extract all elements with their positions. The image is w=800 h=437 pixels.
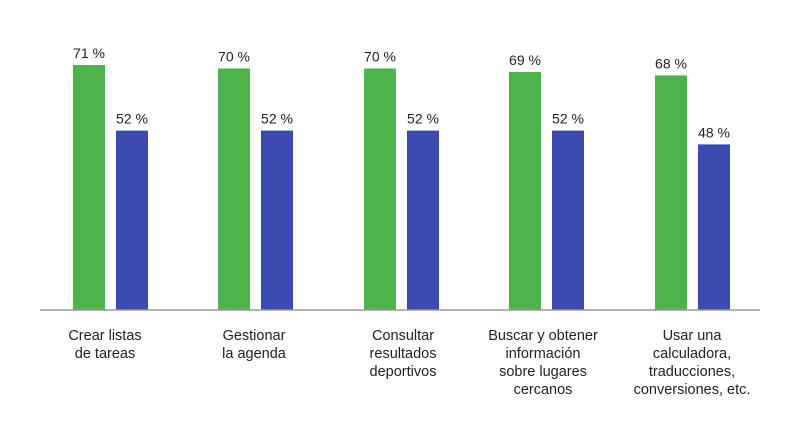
category-label-3: Consultar resultados deportivos — [370, 328, 437, 380]
data-label-series1-cat4: 69 % — [509, 52, 541, 68]
category-label-line: sobre lugares — [499, 364, 587, 380]
category-label-2: Gestionar la agenda — [222, 328, 287, 362]
category-label-line: la agenda — [222, 346, 287, 362]
category-label-line: Consultar — [372, 328, 434, 344]
data-label-series2-cat4: 52 % — [552, 111, 584, 127]
bar-series1-cat1 — [73, 65, 105, 310]
category-label-line: Crear listas — [68, 328, 141, 344]
category-label-line: resultados — [370, 346, 437, 362]
bar-series1-cat3 — [364, 68, 396, 310]
category-label-line: calculadora, — [653, 346, 731, 362]
category-label-line: información — [506, 346, 581, 362]
category-label-line: conversiones, etc. — [634, 382, 751, 398]
data-label-series2-cat1: 52 % — [116, 111, 148, 127]
category-label-line: traducciones, — [649, 364, 735, 380]
bar-series1-cat5 — [655, 75, 687, 311]
category-label-5: Usar una calculadora, traducciones, convers… — [634, 328, 751, 398]
category-label-line: cercanos — [514, 382, 573, 398]
bar-series2-cat3 — [407, 130, 439, 310]
category-label-line: de tareas — [75, 346, 135, 362]
category-label-line: Gestionar — [223, 328, 286, 344]
category-label-line: deportivos — [370, 364, 437, 380]
category-label-line: Buscar y obtener — [488, 328, 598, 344]
category-label-4: Buscar y obtener información sobre lugares… — [488, 328, 598, 398]
bar-series2-cat5 — [698, 144, 730, 310]
bar-series1-cat4 — [509, 71, 541, 310]
data-label-series2-cat5: 48 % — [698, 124, 730, 140]
data-label-series1-cat3: 70 % — [364, 49, 396, 65]
bar-series1-cat2 — [218, 68, 250, 310]
data-label-series2-cat2: 52 % — [261, 111, 293, 127]
data-label-series1-cat1: 71 % — [73, 45, 105, 61]
category-labels: Crear listas de tareas Gestionar la agenda C… — [68, 328, 750, 398]
bars-group: 71 % 70 % 70 % 69 % 68 % 52 % 52 % 52 % 52 % 48 % — [73, 45, 730, 311]
category-label-line: Usar una — [663, 328, 723, 344]
data-label-series2-cat3: 52 % — [407, 111, 439, 127]
bar-series2-cat1 — [116, 130, 148, 310]
bar-series2-cat4 — [552, 130, 584, 310]
data-label-series1-cat5: 68 % — [655, 55, 687, 71]
category-label-1: Crear listas de tareas — [68, 328, 141, 362]
data-label-series1-cat2: 70 % — [218, 49, 250, 65]
bar-series2-cat2 — [261, 130, 293, 310]
